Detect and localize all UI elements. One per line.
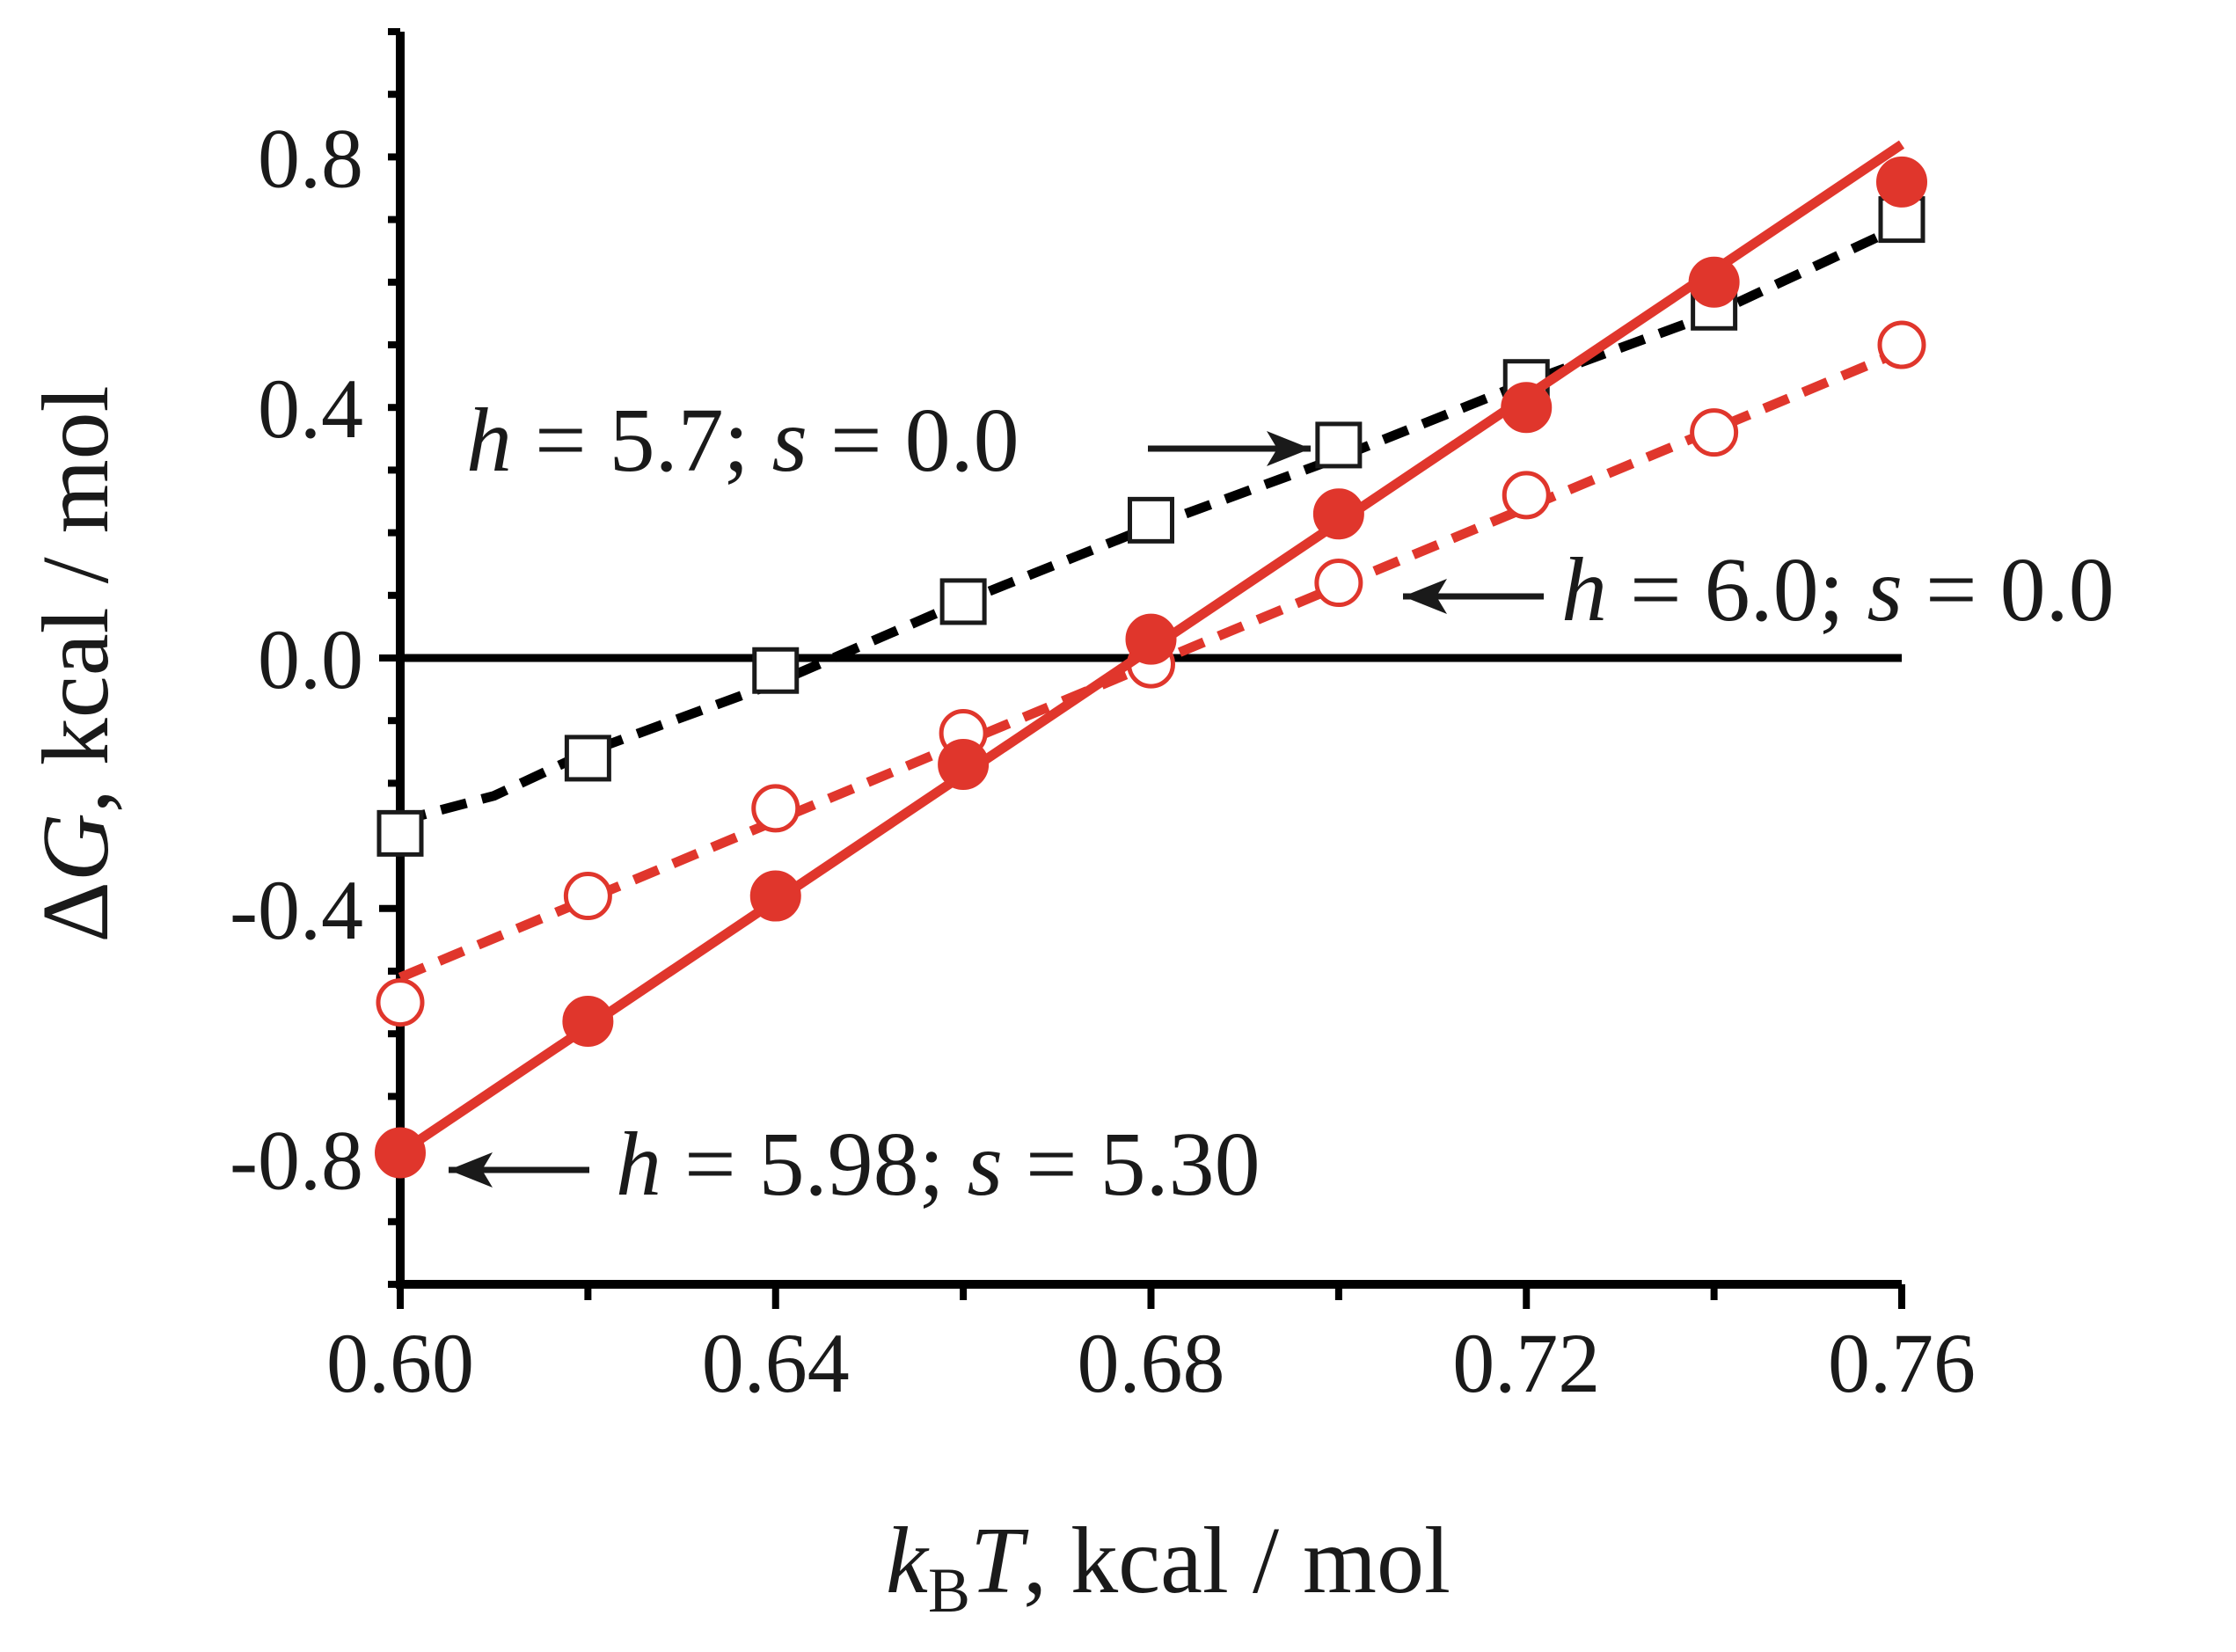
annotation-text: h = 5.7; s = 0.0 — [466, 390, 1019, 491]
data-point — [376, 809, 424, 857]
data-point — [752, 647, 800, 694]
data-point — [1128, 496, 1174, 544]
data-point — [1312, 488, 1364, 540]
data-point — [1690, 408, 1739, 457]
data-point — [376, 978, 425, 1027]
y-tick-label: 0.4 — [258, 362, 363, 456]
annotation-text: h = 5.98; s = 5.30 — [616, 1114, 1260, 1215]
series-layer — [375, 140, 1927, 1179]
data-point — [564, 735, 611, 782]
y-tick-label: -0.4 — [230, 863, 363, 957]
data-point — [939, 578, 987, 625]
annotation-text: h = 6.0; s = 0.0 — [1561, 539, 2115, 640]
x-tick-label: 0.76 — [1828, 1316, 1976, 1410]
data-point — [1877, 320, 1926, 369]
data-point — [562, 995, 614, 1047]
data-point — [1314, 559, 1363, 608]
data-point — [1688, 256, 1740, 308]
arrow-head — [1267, 431, 1311, 466]
data-point — [751, 784, 800, 833]
data-point — [563, 872, 612, 921]
annotation-0: h = 5.7; s = 0.0 — [466, 390, 1311, 491]
arrow-head — [449, 1152, 493, 1188]
data-point — [1876, 156, 1927, 208]
data-point — [1125, 613, 1177, 665]
data-point — [749, 870, 801, 922]
series-2 — [375, 140, 1927, 1179]
annotation-2: h = 5.98; s = 5.30 — [449, 1114, 1260, 1215]
axes: -0.8 -0.4 0.0 0.4 0.8 0.60 0.64 0.68 0.72 0.76 — [230, 28, 1976, 1410]
series-0 — [376, 196, 1925, 857]
data-point — [938, 739, 990, 791]
data-point — [1502, 471, 1551, 520]
y-tick-label: 0.8 — [258, 111, 363, 205]
y-axis-label: ΔG, kcal / mol — [24, 385, 128, 942]
data-point — [1315, 421, 1363, 469]
annotation-layer: h = 5.7; s = 0.0 h = 6.0; s = 0.0 h = 5.98… — [449, 390, 2115, 1215]
arrow-head — [1403, 579, 1447, 614]
data-point — [375, 1127, 426, 1179]
x-tick-label: 0.60 — [326, 1316, 474, 1410]
x-tick-label: 0.72 — [1452, 1316, 1600, 1410]
x-tick-label: 0.68 — [1078, 1316, 1225, 1410]
annotation-1: h = 6.0; s = 0.0 — [1403, 539, 2115, 640]
x-tick-label: 0.64 — [702, 1316, 850, 1410]
y-tick-label: 0.0 — [258, 612, 363, 706]
series-line — [398, 221, 1904, 826]
y-tick-label: -0.8 — [230, 1114, 363, 1208]
x-axis-label: kBT, kcal / mol — [886, 1509, 1450, 1626]
data-point — [1501, 382, 1553, 434]
